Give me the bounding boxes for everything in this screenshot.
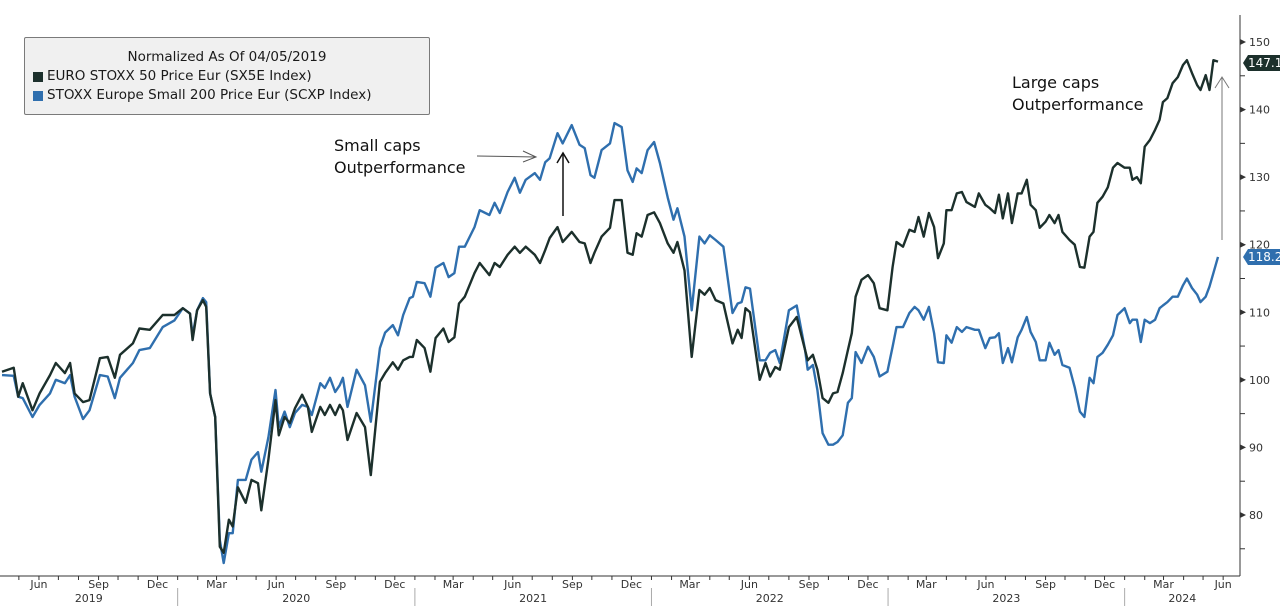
y-tick-label: 130 — [1249, 171, 1270, 184]
series-line-sx5e — [1, 59, 1219, 554]
x-tick-label: Sep — [562, 578, 583, 591]
annotation-small-caps-line1: Small caps — [334, 136, 421, 155]
legend-title: Normalized As Of 04/05/2019 — [127, 49, 327, 65]
x-tick-label: Mar — [916, 578, 937, 591]
y-tick-label: 90 — [1249, 441, 1263, 454]
x-tick-label: Sep — [88, 578, 109, 591]
last-value-label-sx5e: 147.1 — [1243, 55, 1280, 71]
annotation-large-caps-line1: Large caps — [1012, 73, 1100, 92]
y-tick-marker — [1240, 444, 1246, 451]
x-tick-label: Mar — [1153, 578, 1174, 591]
x-year-label: 2024 — [1168, 592, 1196, 605]
y-tick-label: 80 — [1249, 509, 1263, 522]
y-tick-label: 150 — [1249, 36, 1270, 49]
y-tick-marker — [1240, 241, 1246, 248]
y-tick-marker — [1240, 106, 1246, 113]
y-tick-label: 110 — [1249, 306, 1270, 319]
y-tick-marker — [1240, 39, 1246, 45]
legend: Normalized As Of 04/05/2019 EURO STOXX 5… — [24, 37, 430, 115]
annotation-small-caps: Small caps Outperformance — [334, 135, 465, 179]
x-tick-label: Dec — [621, 578, 642, 591]
x-tick-label: Mar — [679, 578, 700, 591]
legend-label-sx5e: EURO STOXX 50 Price Eur (SX5E Index) — [47, 68, 312, 84]
x-tick-label: Dec — [147, 578, 168, 591]
x-year-label: 2023 — [992, 592, 1020, 605]
y-tick-marker — [1240, 174, 1246, 181]
last-value-label-scxp: 118.2 — [1243, 249, 1280, 265]
series-lines — [1, 59, 1220, 565]
x-tick-label: Mar — [206, 578, 227, 591]
legend-label-scxp: STOXX Europe Small 200 Price Eur (SCXP I… — [47, 87, 372, 103]
x-tick-label: Jun — [503, 578, 521, 591]
x-tick-label: Jun — [29, 578, 47, 591]
x-year-label: 2021 — [519, 592, 547, 605]
x-year-label: 2019 — [75, 592, 103, 605]
x-tick-label: Mar — [443, 578, 464, 591]
y-tick-label: 100 — [1249, 374, 1270, 387]
x-year-label: 2022 — [756, 592, 784, 605]
x-tick-label: Dec — [1094, 578, 1115, 591]
y-tick-marker — [1240, 376, 1246, 383]
x-tick-label: Sep — [1035, 578, 1056, 591]
legend-item-sx5e: EURO STOXX 50 Price Eur (SX5E Index) — [33, 67, 429, 86]
x-tick-label: Jun — [267, 578, 285, 591]
y-tick-marker — [1240, 309, 1246, 316]
annotation-small-caps-line2: Outperformance — [334, 158, 466, 177]
x-year-label: 2020 — [282, 592, 310, 605]
legend-swatch-scxp — [33, 90, 43, 101]
series-line-scxp — [1, 121, 1220, 565]
small-caps-vertical-arrowhead — [556, 151, 570, 164]
x-tick-label: Dec — [384, 578, 405, 591]
large-caps-vertical-arrowhead — [1214, 76, 1230, 89]
annotation-arrows — [476, 76, 1230, 240]
y-tick-label: 120 — [1249, 239, 1270, 252]
legend-swatch-sx5e — [33, 71, 43, 82]
x-tick-label: Dec — [857, 578, 878, 591]
y-tick-label: 140 — [1249, 104, 1270, 117]
x-tick-label: Jun — [976, 578, 994, 591]
annotation-large-caps-line2: Outperformance — [1012, 95, 1144, 114]
y-tick-marker — [1240, 511, 1246, 518]
axes: 80 90 100 110 120 130 140 150 Jun Sep Dec Mar Jun Sep… — [0, 15, 1270, 606]
x-tick-label: Jun — [1214, 578, 1232, 591]
small-caps-horizontal-arrow — [476, 155, 537, 158]
x-tick-label: Sep — [799, 578, 820, 591]
small-caps-horizontal-arrowhead — [522, 150, 538, 163]
annotation-large-caps: Large caps Outperformance — [1012, 72, 1143, 116]
x-tick-label: Sep — [325, 578, 346, 591]
legend-item-scxp: STOXX Europe Small 200 Price Eur (SCXP I… — [33, 86, 429, 105]
x-tick-label: Jun — [740, 578, 758, 591]
